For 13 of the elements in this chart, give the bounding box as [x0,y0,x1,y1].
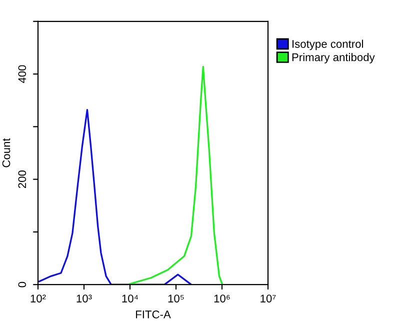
x-tick-label: 10³ [76,294,92,302]
x-tick-label: 10² [30,294,46,302]
x-tick-label: 10⁶ [214,294,230,302]
y-tick-label: 200 [18,170,26,188]
y-tick-label: 0 [18,282,26,288]
legend-label: Primary antibody [292,53,375,64]
legend-label: Isotype control [292,40,364,50]
x-axis-title: FITC-A [136,310,171,318]
x-tick-label: 10⁷ [260,294,276,302]
y-tick-label: 400 [18,65,26,84]
x-tick-label: 10⁴ [122,294,138,302]
x-tick-label: 10⁵ [168,294,184,302]
y-axis-title: Count [2,138,10,168]
